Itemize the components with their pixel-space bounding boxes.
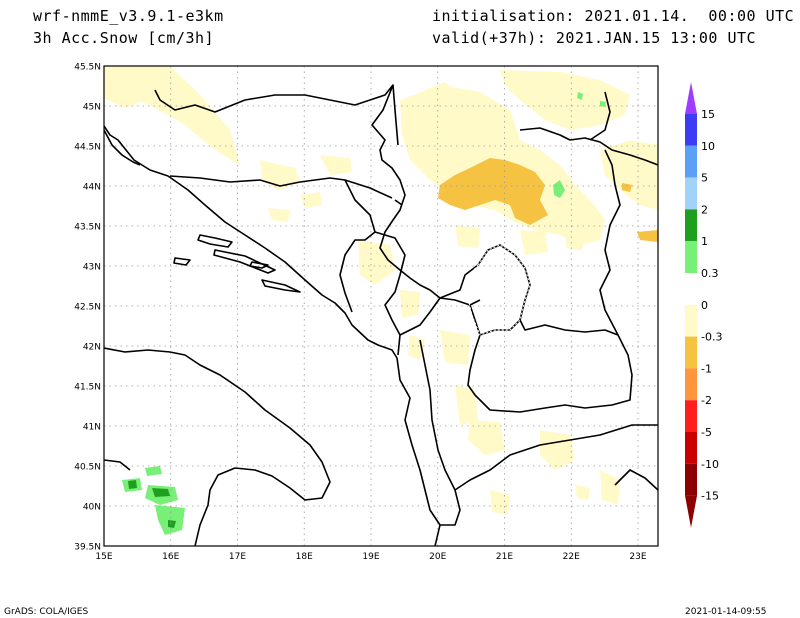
legend-swatch: [685, 304, 697, 337]
legend-swatch: [685, 209, 697, 242]
initialisation-text: initialisation: 2021.01.14. 00:00 UTC: [432, 7, 795, 25]
legend-swatch: [685, 368, 697, 401]
model-title: wrf-nmmE_v3.9.1-e3km: [33, 7, 224, 25]
lon-tick-label: 15E: [95, 552, 112, 562]
lat-tick-label: 40N: [83, 503, 101, 513]
legend-swatch: [685, 400, 697, 432]
legend-label: 2: [701, 203, 708, 216]
lat-tick-label: 42N: [83, 343, 101, 353]
lat-tick-label: 44N: [83, 183, 101, 193]
legend-label: 0: [701, 299, 708, 312]
kosovo-border: [464, 244, 531, 336]
valid-time-text: valid(+37h): 2021.JAN.15 13:00 UTC: [432, 29, 757, 47]
legend-label: -10: [701, 458, 719, 471]
lat-tick-label: 43.5N: [74, 223, 101, 233]
legend-label: -2: [701, 394, 712, 407]
map-frame: [103, 65, 659, 547]
legend-label: 1: [701, 235, 708, 248]
rain-areas: [122, 92, 606, 535]
legend-swatch: [685, 336, 697, 369]
legend-label: 10: [701, 140, 715, 153]
lon-tick-label: 21E: [496, 552, 513, 562]
lon-tick-label: 16E: [162, 552, 179, 562]
lon-tick-label: 18E: [296, 552, 313, 562]
longitude-labels: 15E 16E 17E 18E 19E 20E 21E 22E 23E: [95, 552, 646, 562]
lat-tick-label: 45N: [83, 103, 101, 113]
lat-tick-label: 39.5N: [74, 543, 101, 553]
latitude-labels: 45.5N 45N 44.5N 44N 43.5N 43N 42.5N 42N 41.5N 41N…: [74, 63, 101, 553]
field-title: 3h Acc.Snow [cm/3h]: [33, 29, 215, 47]
lat-tick-label: 42.5N: [74, 303, 101, 313]
lat-tick-label: 43N: [83, 263, 101, 273]
lon-tick-label: 20E: [429, 552, 446, 562]
lat-tick-label: 45.5N: [74, 63, 101, 73]
legend-swatch: [685, 145, 697, 178]
grid-lines: [104, 66, 658, 546]
snow-light-areas: [104, 66, 658, 515]
legend-label: 15: [701, 108, 715, 121]
lat-tick-label: 41.5N: [74, 383, 101, 393]
legend-label: 0.3: [701, 267, 719, 280]
legend-label: -5: [701, 426, 712, 439]
legend-swatch: [685, 241, 697, 273]
legend-swatch: [685, 432, 697, 464]
legend-label: 5: [701, 172, 708, 185]
snow-moderate-areas: [438, 158, 658, 242]
legend-swatch: [685, 463, 697, 496]
legend-swatch: [685, 177, 697, 210]
legend-label: -0.3: [701, 331, 722, 344]
coastlines-and-borders: [104, 84, 658, 546]
legend-bottom-arrow: [685, 495, 697, 528]
lon-tick-label: 22E: [563, 552, 580, 562]
color-legend: 15 10 5 2 1 0.3 0 -0.3 -1 -2 -5 -10 -15: [685, 82, 722, 528]
lon-tick-label: 23E: [629, 552, 646, 562]
footer-timestamp: 2021-01-14-09:55: [685, 607, 767, 617]
legend-label: -15: [701, 490, 719, 503]
lat-tick-label: 44.5N: [74, 143, 101, 153]
legend-swatch: [685, 273, 697, 305]
lat-tick-label: 41N: [83, 423, 101, 433]
legend-swatch: [685, 114, 697, 146]
footer-software: GrADS: COLA/IGES: [4, 607, 89, 617]
lon-tick-label: 19E: [362, 552, 379, 562]
legend-top-arrow: [685, 82, 697, 114]
legend-label: -1: [701, 362, 712, 375]
lon-tick-label: 17E: [229, 552, 246, 562]
lat-tick-label: 40.5N: [74, 463, 101, 473]
